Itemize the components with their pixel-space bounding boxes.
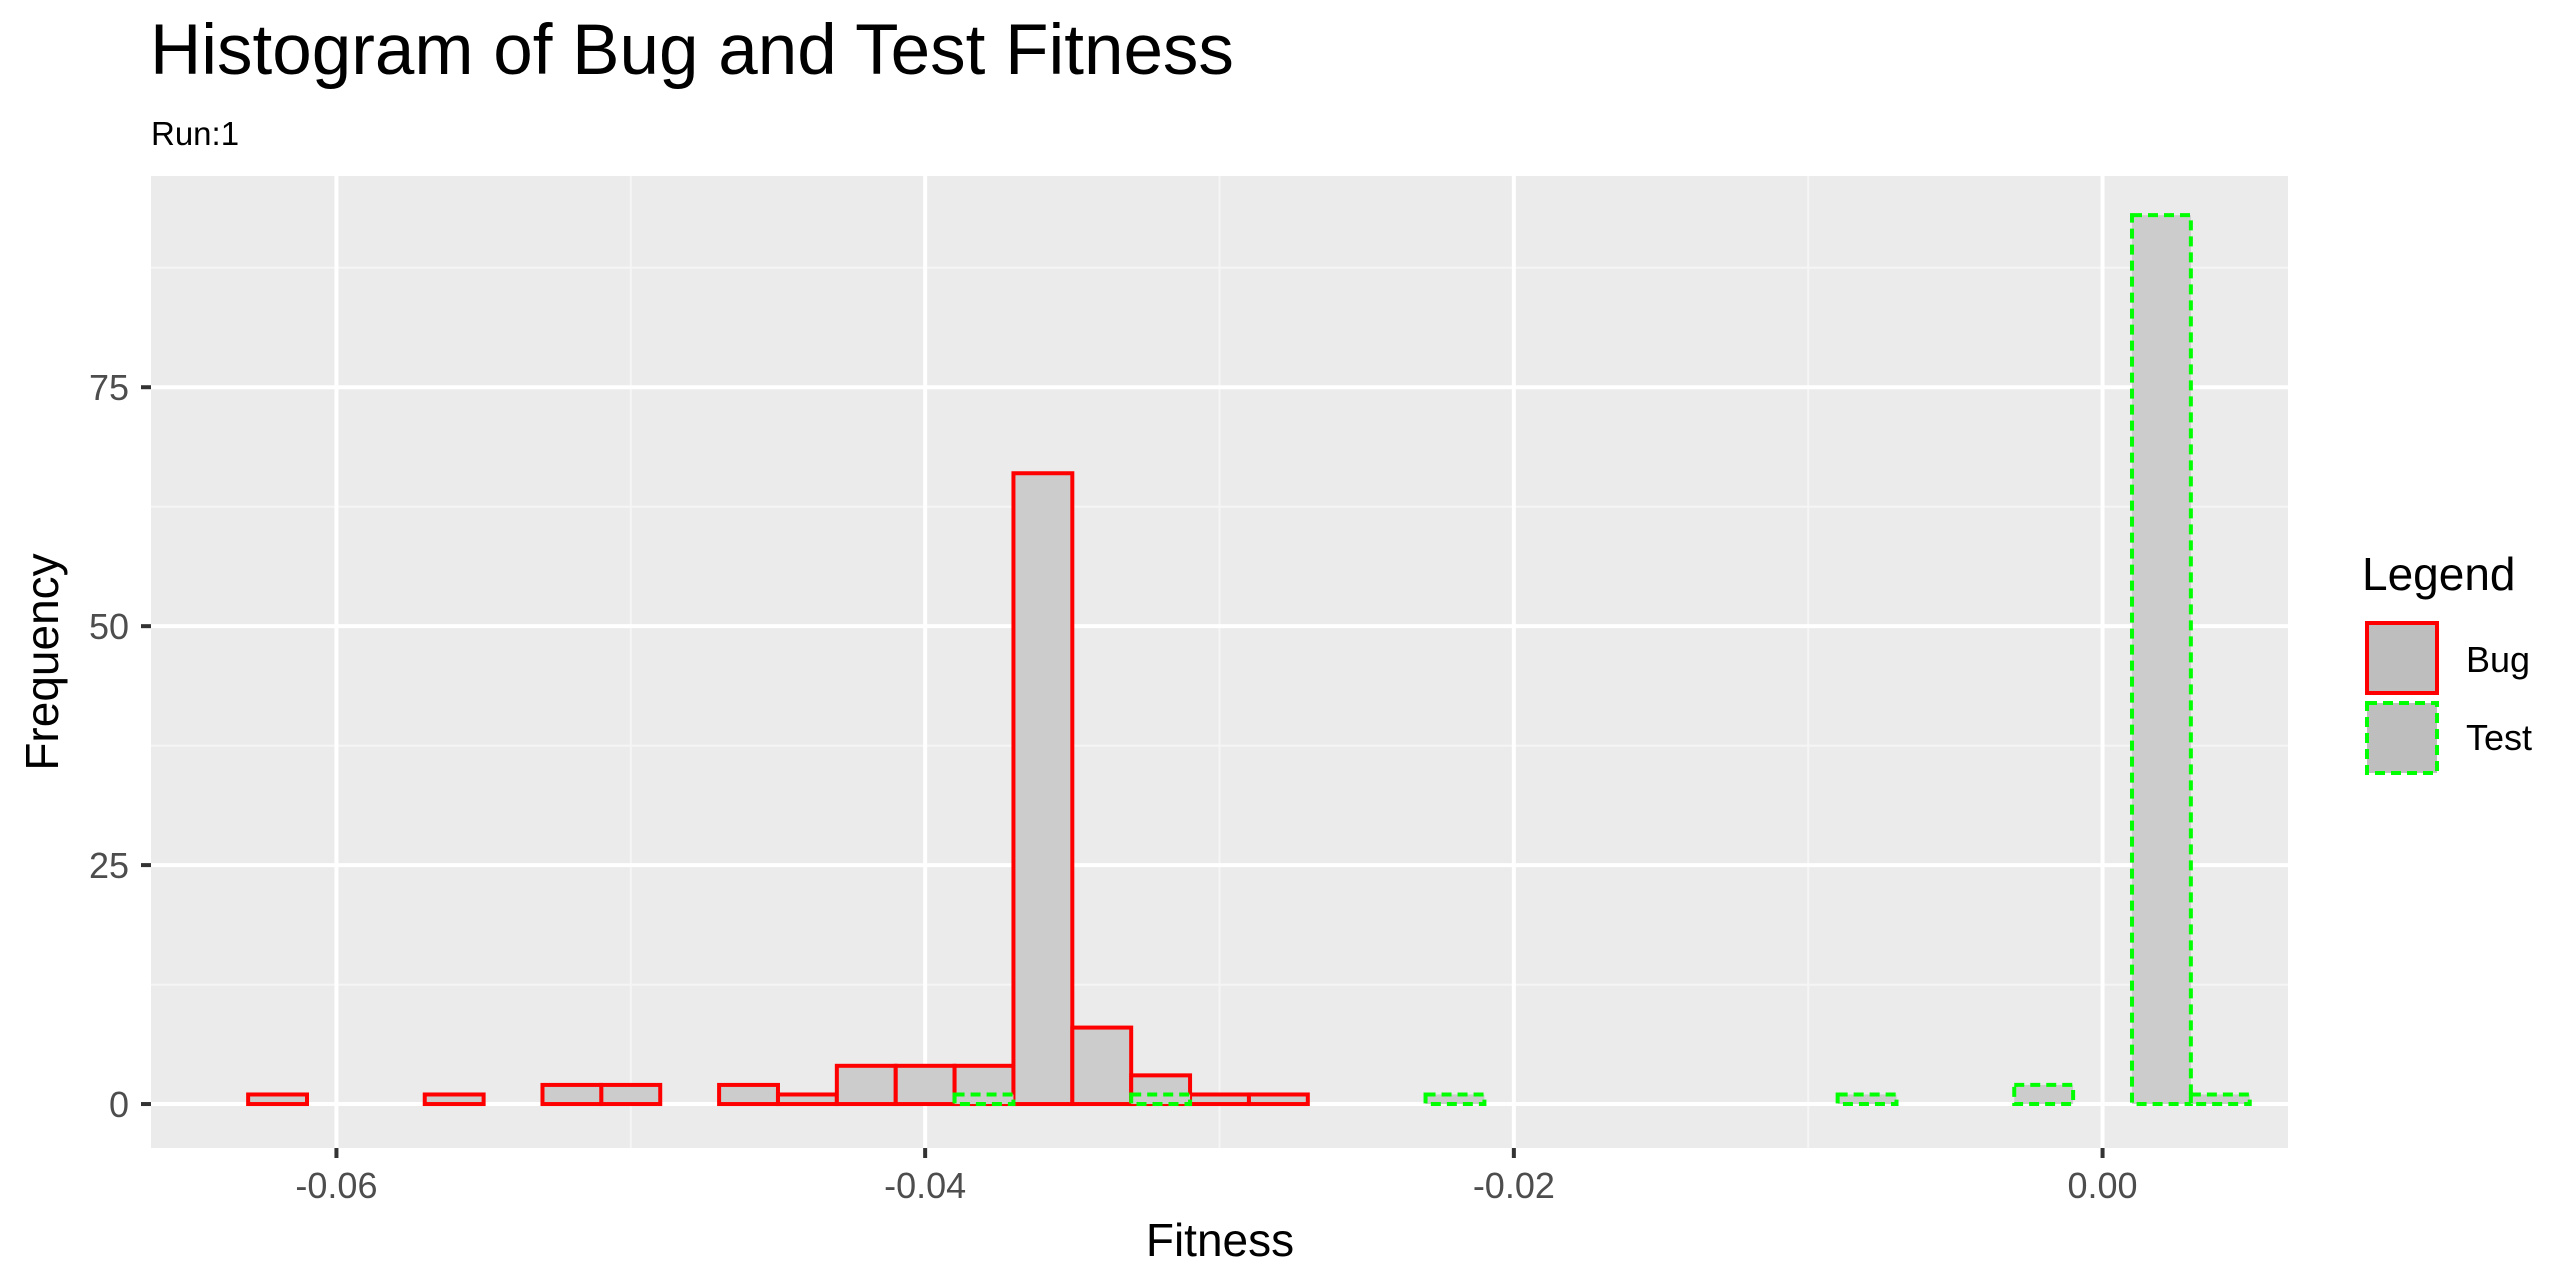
bug-bar xyxy=(775,1092,839,1107)
test-bar xyxy=(1835,1092,1899,1107)
y-tick-label: 50 xyxy=(89,606,129,647)
legend-key-test xyxy=(2365,701,2439,775)
bug-bar xyxy=(717,1082,780,1107)
y-tick-label: 75 xyxy=(89,367,129,408)
x-tick-label: -0.04 xyxy=(884,1165,966,1206)
legend-title: Legend xyxy=(2362,548,2516,600)
legend-label-bug: Bug xyxy=(2466,639,2530,680)
bug-bar xyxy=(599,1082,663,1107)
x-tick-label: -0.06 xyxy=(295,1165,377,1206)
test-bar xyxy=(952,1092,1016,1107)
bug-bar xyxy=(1246,1092,1310,1107)
legend-key-bug xyxy=(2365,621,2439,695)
x-axis: -0.06 -0.04 -0.02 0.00 xyxy=(295,1148,2138,1206)
bug-bar xyxy=(1188,1092,1251,1107)
bug-bar xyxy=(1070,1025,1134,1107)
major-gridlines xyxy=(151,176,2288,1148)
bug-bar xyxy=(540,1082,604,1107)
bug-bar xyxy=(422,1092,486,1107)
bug-bar xyxy=(893,1063,957,1107)
chart-subtitle: Run:1 xyxy=(151,115,239,152)
test-bar xyxy=(1423,1092,1487,1107)
y-axis-title: Frequency xyxy=(16,553,68,770)
legend-label-test: Test xyxy=(2466,717,2532,758)
chart-title: Histogram of Bug and Test Fitness xyxy=(150,11,1234,90)
test-bar xyxy=(2129,213,2193,1107)
x-tick-label: 0.00 xyxy=(2068,1165,2138,1206)
bug-bar xyxy=(1011,471,1075,1107)
histogram-bars xyxy=(246,213,2252,1107)
y-axis: 0 25 50 75 xyxy=(89,367,151,1125)
test-bar xyxy=(1129,1092,1193,1107)
test-bar xyxy=(2188,1092,2252,1107)
minor-gridlines xyxy=(151,176,2288,1148)
test-bar xyxy=(2012,1082,2076,1107)
x-axis-title: Fitness xyxy=(1146,1214,1294,1266)
y-tick-label: 0 xyxy=(109,1084,129,1125)
y-tick-label: 25 xyxy=(89,845,129,886)
legend: Legend Bug Test xyxy=(2362,548,2532,775)
bug-bar xyxy=(834,1063,898,1107)
x-tick-label: -0.02 xyxy=(1473,1165,1555,1206)
bug-bar xyxy=(246,1092,310,1107)
